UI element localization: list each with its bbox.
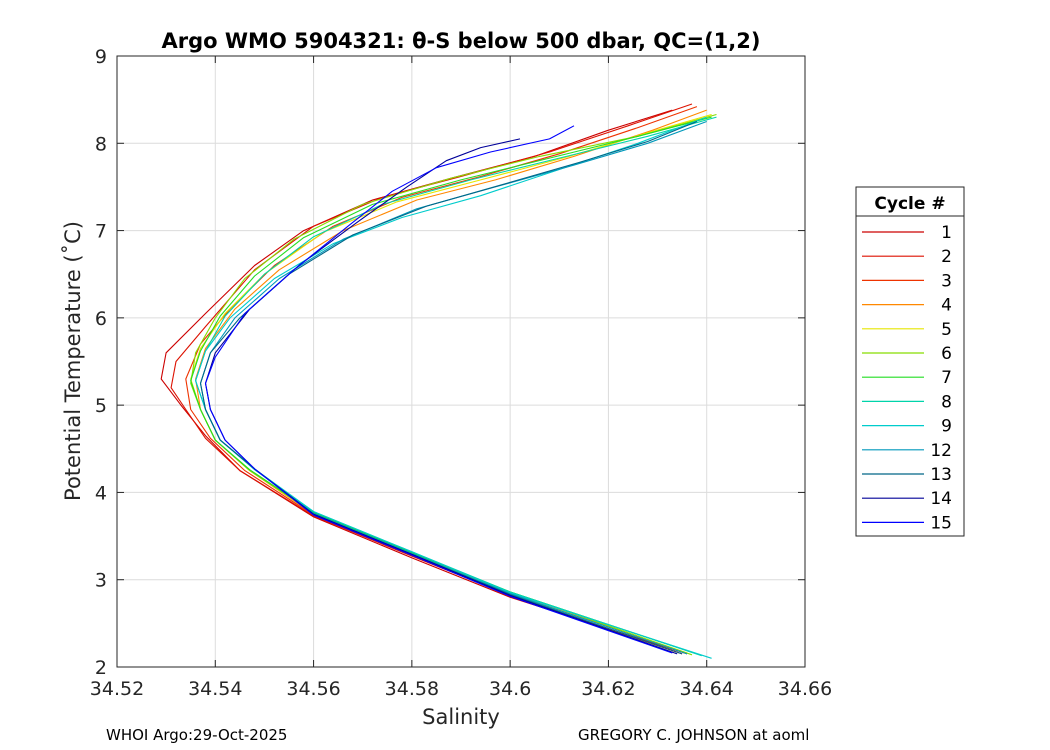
legend-box	[855, 186, 965, 537]
legend-label-cycle-4: 4	[941, 296, 952, 316]
series-lines	[160, 103, 717, 659]
y-tick-label: 9	[95, 46, 107, 68]
grid	[117, 56, 805, 667]
legend-label-cycle-15: 15	[930, 513, 952, 533]
legend-label-cycle-14: 14	[930, 489, 952, 509]
legend-title: Cycle #	[874, 194, 945, 214]
legend-label-cycle-9: 9	[941, 417, 952, 437]
legend-label-cycle-5: 5	[941, 320, 952, 340]
footer-left: WHOI Argo:29-Oct-2025	[106, 726, 287, 744]
chart-title: Argo WMO 5904321: θ-S below 500 dbar, QC…	[162, 29, 761, 53]
x-tick-label: 34.58	[385, 678, 439, 700]
y-tick-label: 4	[95, 482, 107, 504]
axis-ticks: 34.52 34.54 34.56 34.58 34.6 34.62 34.64 34.66 2…	[90, 46, 832, 700]
legend-label-cycle-7: 7	[941, 368, 952, 388]
series-line-cycle-9	[195, 116, 712, 659]
legend-label-cycle-2: 2	[941, 247, 952, 267]
x-tick-label: 34.54	[188, 678, 242, 700]
y-axis-label: Potential Temperature (˚C)	[61, 221, 85, 501]
x-tick-label: 34.6	[489, 678, 531, 700]
y-tick-label: 3	[95, 570, 107, 592]
y-tick-label: 6	[95, 308, 107, 330]
legend-label-cycle-8: 8	[941, 392, 952, 412]
y-tick-label: 7	[95, 221, 107, 243]
x-tick-label: 34.56	[286, 678, 340, 700]
x-tick-label: 34.52	[90, 678, 144, 700]
x-axis-label: Salinity	[422, 705, 500, 729]
series-line-cycle-15	[204, 125, 673, 654]
series-line-cycle-14	[204, 138, 678, 655]
legend-label-cycle-1: 1	[941, 223, 952, 243]
x-tick-label: 34.64	[680, 678, 734, 700]
legend-label-cycle-3: 3	[941, 271, 952, 291]
footer-right: GREGORY C. JOHNSON at aoml	[578, 726, 809, 744]
legend-label-cycle-6: 6	[941, 344, 952, 364]
y-tick-label: 8	[95, 133, 107, 155]
x-tick-label: 34.66	[778, 678, 832, 700]
legend-label-cycle-12: 12	[930, 441, 952, 461]
y-tick-label: 5	[95, 395, 107, 417]
plot-frame	[116, 55, 806, 668]
series-line-cycle-7	[190, 116, 712, 655]
legend-label-cycle-13: 13	[930, 465, 952, 485]
y-tick-label: 2	[95, 657, 107, 679]
x-tick-label: 34.62	[581, 678, 635, 700]
